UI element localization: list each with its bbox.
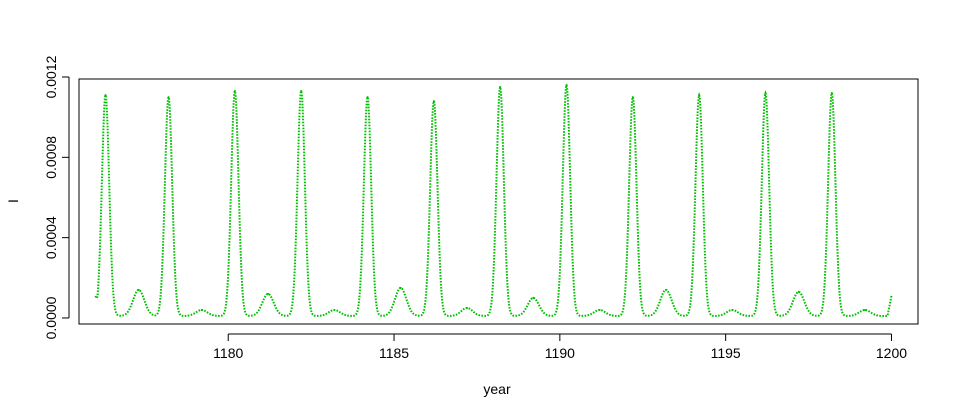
y-tick-label: 0.0008 xyxy=(43,136,59,179)
x-axis-title: year xyxy=(483,381,511,397)
minor-peak-point xyxy=(532,296,535,299)
major-peak-point xyxy=(104,94,107,97)
minor-peak-point xyxy=(731,308,734,311)
major-peak-point xyxy=(366,96,369,99)
minor-peak-point xyxy=(399,286,402,289)
minor-peak-point xyxy=(797,290,800,293)
plot-frame xyxy=(78,78,919,325)
series-line xyxy=(94,81,893,317)
y-axis-title: I xyxy=(5,199,21,203)
y-tick-label: 0.0012 xyxy=(43,55,59,98)
major-peak-point xyxy=(764,92,767,95)
x-axis: 1180 1185 1190 1195 1200 xyxy=(213,333,907,361)
y-axis: 0.0000 0.0004 0.0008 0.0012 xyxy=(43,55,70,339)
series-layer xyxy=(94,81,893,317)
major-peak-point xyxy=(499,86,502,89)
minor-peak-point xyxy=(333,308,336,311)
major-peak-point xyxy=(167,96,170,99)
x-tick-label: 1200 xyxy=(876,345,907,361)
minor-peak-point xyxy=(664,288,667,291)
major-peak-point xyxy=(698,94,701,97)
minor-peak-point xyxy=(200,308,203,311)
minor-peak-point xyxy=(137,288,140,291)
major-peak-point xyxy=(565,84,568,87)
major-peak-point xyxy=(631,96,634,99)
major-peak-point xyxy=(432,100,435,103)
x-tick-label: 1185 xyxy=(379,345,409,361)
y-tick-label: 0.0004 xyxy=(43,216,59,259)
x-tick-label: 1190 xyxy=(545,345,575,361)
y-tick-label: 0.0000 xyxy=(43,296,59,339)
major-peak-point xyxy=(233,90,236,93)
minor-peak-point xyxy=(863,308,866,311)
major-peak-point xyxy=(300,90,303,93)
major-peak-point xyxy=(830,92,833,95)
minor-peak-point xyxy=(598,308,601,311)
minor-peak-point xyxy=(267,292,270,295)
minor-peak-point xyxy=(465,306,468,309)
x-tick-label: 1180 xyxy=(213,345,243,361)
x-tick-label: 1195 xyxy=(711,345,741,361)
